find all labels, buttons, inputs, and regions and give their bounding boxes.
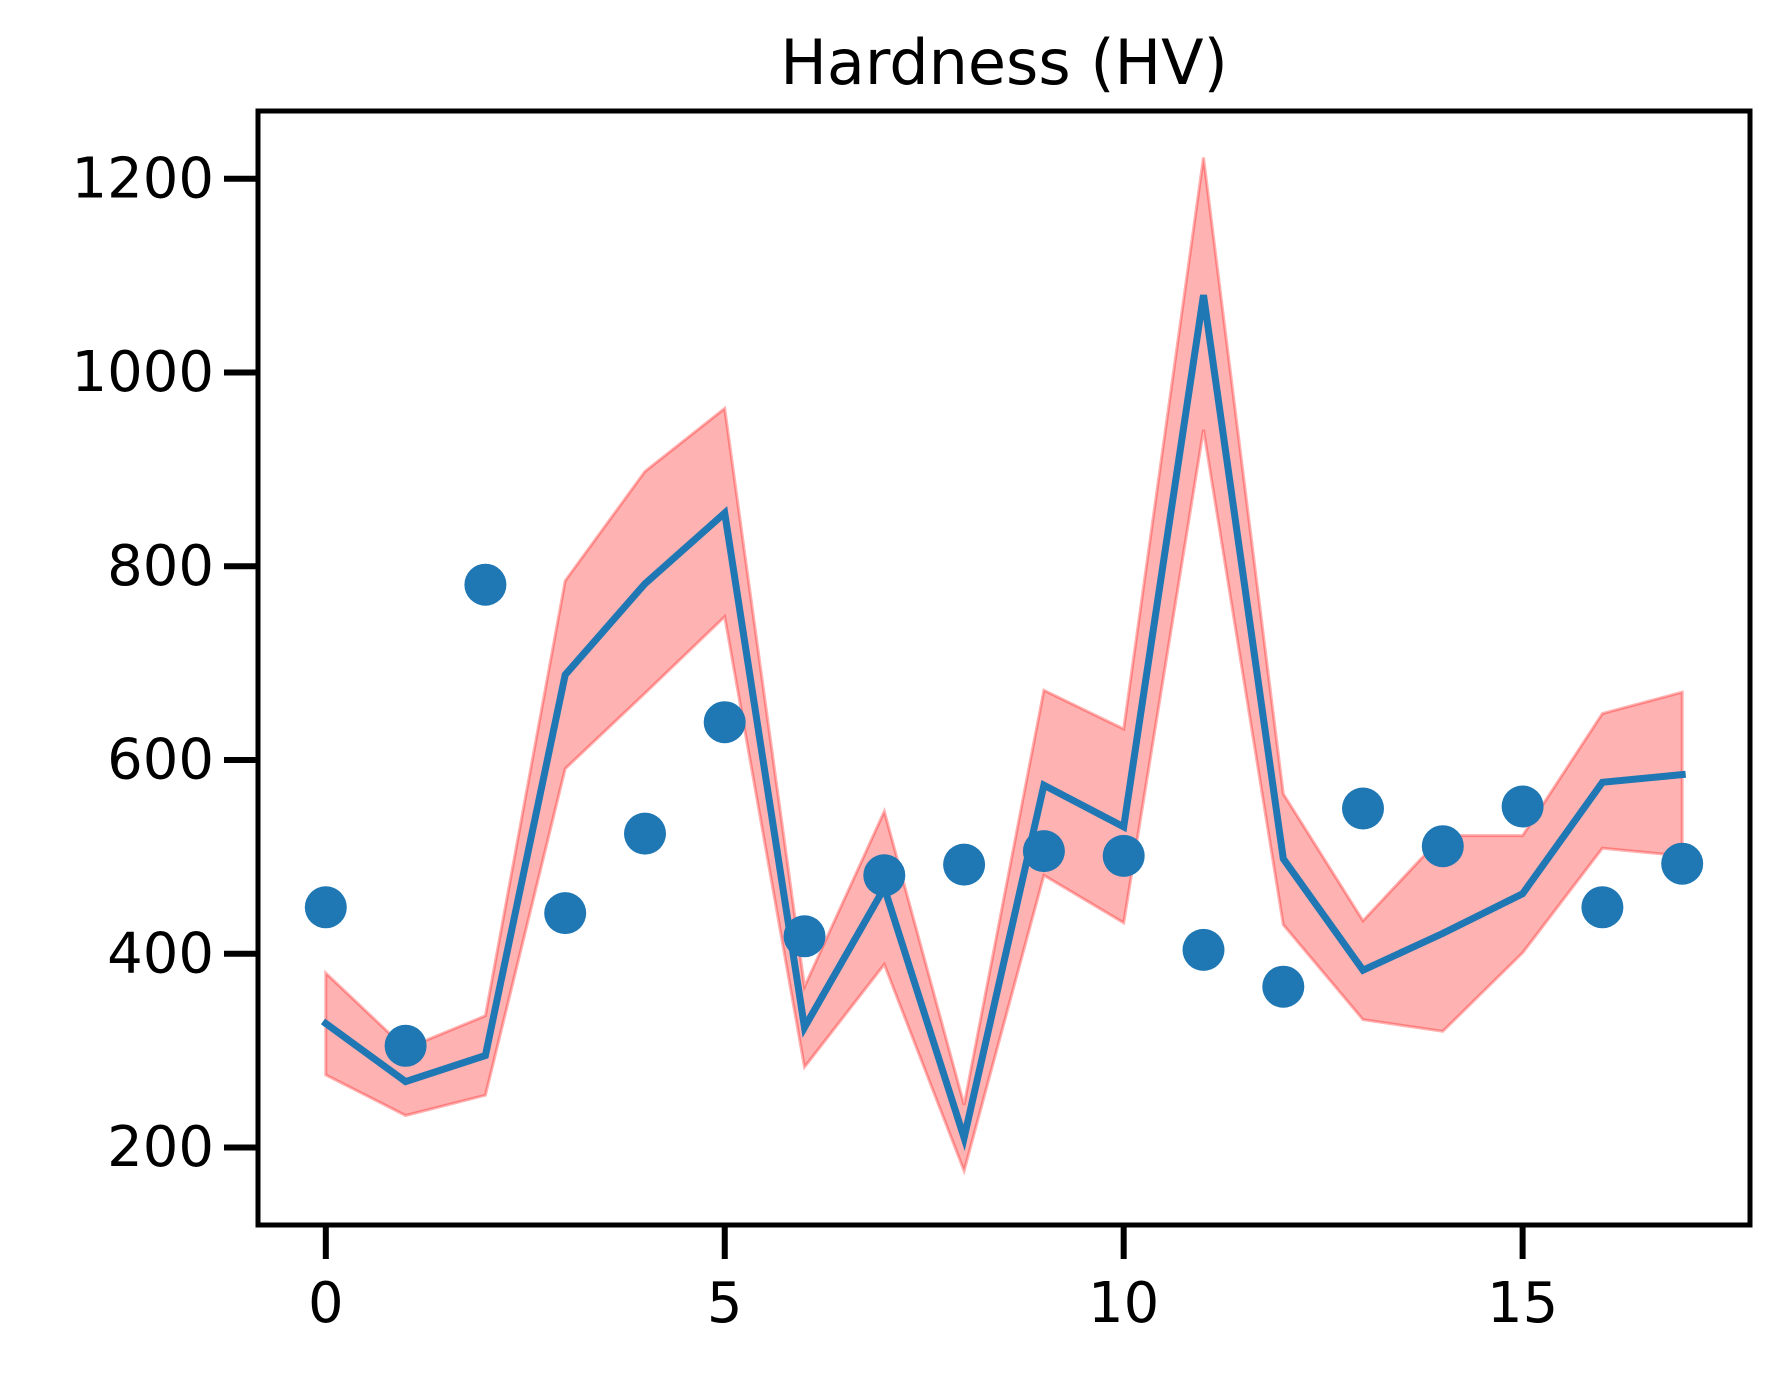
- x-tick-label: 5: [707, 1271, 743, 1336]
- y-tick-label: 600: [107, 728, 214, 793]
- measured-point: [1182, 928, 1225, 971]
- measured-point: [384, 1024, 427, 1067]
- y-tick-label: 200: [107, 1115, 214, 1180]
- measured-point: [1421, 825, 1464, 868]
- x-tick-label: 10: [1088, 1271, 1159, 1336]
- measured-point: [863, 854, 906, 897]
- plot-frame: [255, 108, 1753, 1228]
- prediction-line: [320, 294, 1687, 1152]
- chart-title: Hardness (HV): [780, 26, 1228, 99]
- measured-point: [1581, 886, 1624, 929]
- measured-point: [783, 915, 826, 958]
- x-tick-label: 15: [1487, 1271, 1558, 1336]
- axes-layer: 200 400 600 800 1000 1200 0 5 10 15: [71, 108, 1753, 1336]
- measured-point: [1501, 785, 1544, 828]
- y-tick-label: 800: [107, 534, 214, 599]
- measured-point: [1022, 830, 1065, 873]
- measured-point: [703, 701, 746, 744]
- measured-point: [464, 563, 507, 606]
- measured-point: [1661, 842, 1704, 885]
- measured-point: [943, 843, 986, 886]
- measured-point: [624, 812, 666, 855]
- x-tick-label: 0: [308, 1271, 344, 1336]
- measured-point: [1102, 834, 1145, 877]
- measured-point: [304, 886, 347, 929]
- y-tick-label: 400: [107, 921, 214, 986]
- prediction-line-layer: [320, 294, 1687, 1152]
- measured-point: [544, 892, 587, 935]
- measured-point: [1342, 787, 1384, 830]
- y-tick-label: 1200: [71, 146, 214, 211]
- y-tick-label: 1000: [71, 340, 214, 405]
- measured-points-layer: [304, 563, 1704, 1067]
- measured-point: [1262, 965, 1305, 1008]
